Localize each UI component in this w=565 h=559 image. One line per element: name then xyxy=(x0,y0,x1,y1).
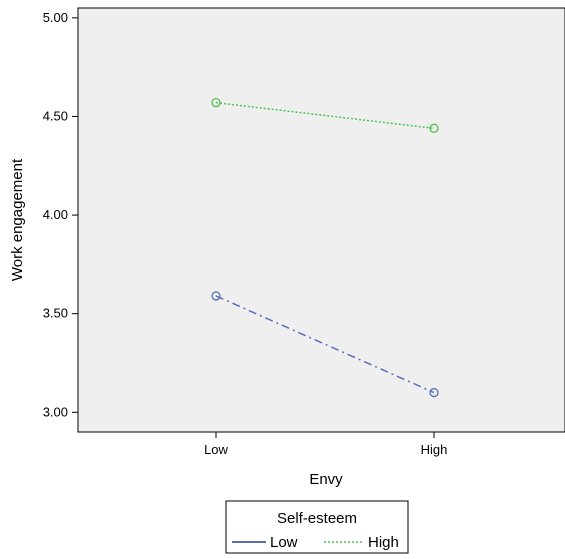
x-tick-label: Low xyxy=(204,442,228,457)
legend-label-high: High xyxy=(368,534,399,551)
y-axis: 3.00 3.50 4.00 4.50 5.00 xyxy=(43,10,78,419)
y-tick-label: 5.00 xyxy=(43,10,68,25)
y-tick-label: 3.50 xyxy=(43,306,68,321)
y-tick-label: 4.00 xyxy=(43,207,68,222)
series-layer xyxy=(211,98,439,398)
series-line-high xyxy=(215,101,435,130)
x-axis: Low High xyxy=(204,432,447,457)
y-tick-label: 3.00 xyxy=(43,404,68,419)
x-tick-label: High xyxy=(421,442,448,457)
legend-title: Self-esteem xyxy=(277,510,357,527)
y-tick-label: 4.50 xyxy=(43,108,68,123)
legend-box xyxy=(225,500,409,554)
legend: Self-esteem Low High xyxy=(225,500,409,554)
x-axis-title: Envy xyxy=(309,471,343,488)
data-point-high xyxy=(211,98,221,108)
series-line-low xyxy=(215,295,435,394)
data-point-low xyxy=(429,387,439,398)
data-point-low xyxy=(211,291,221,301)
y-axis-title: Work engagement xyxy=(9,158,26,281)
legend-label-low: Low xyxy=(270,534,298,551)
plot-area xyxy=(77,7,565,433)
data-point-high xyxy=(429,123,439,133)
